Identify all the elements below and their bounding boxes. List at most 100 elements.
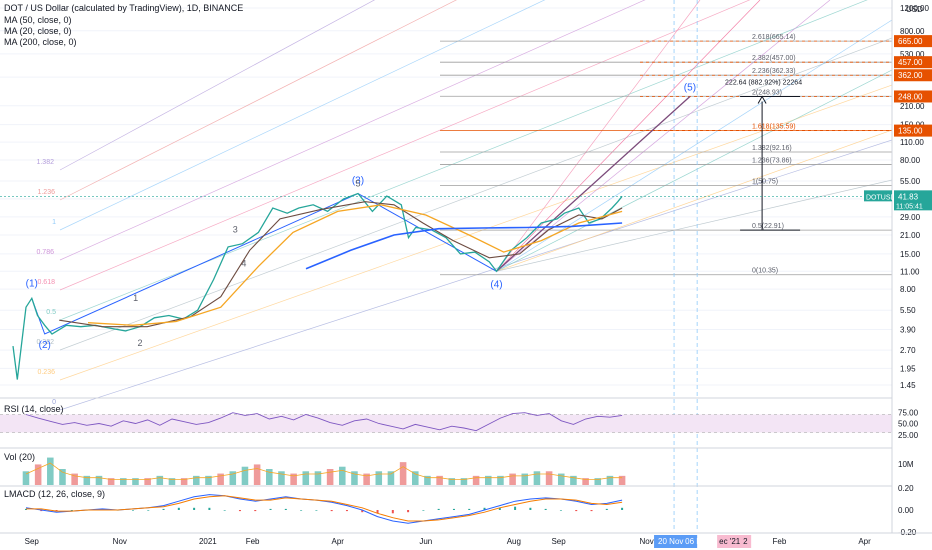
fib-channel-line	[59, 0, 751, 291]
fib-extension-label: 2.618(665.14)	[752, 34, 796, 41]
volume-bar[interactable]	[363, 473, 370, 485]
volume-bar[interactable]	[497, 475, 504, 485]
volume-bar[interactable]	[582, 478, 589, 485]
volume-bar[interactable]	[326, 469, 334, 485]
macd-histogram-bar	[514, 506, 517, 510]
macd-histogram-bar	[193, 507, 196, 510]
volume-bar[interactable]	[411, 471, 419, 485]
ma200-line[interactable]	[305, 222, 623, 270]
fib-extension-label: 1.236(73.86)	[752, 157, 792, 164]
volume-bar[interactable]	[472, 475, 480, 485]
volume-bar[interactable]	[314, 471, 322, 485]
volume-bar[interactable]	[83, 475, 91, 485]
rsi-pane-label[interactable]: RSI (14, close)	[4, 404, 64, 414]
volume-bar[interactable]	[557, 473, 565, 485]
volume-bar[interactable]	[193, 475, 200, 485]
macd-histogram-bar	[361, 510, 364, 513]
wave-label: (2)	[39, 340, 51, 351]
volume-bar[interactable]	[448, 478, 456, 485]
volume-bar[interactable]	[132, 478, 139, 485]
volume-bar[interactable]	[375, 471, 383, 485]
fib-extension-label: 1.618(135.59)	[752, 123, 796, 130]
wave-label: (4)	[490, 279, 502, 290]
volume-bar[interactable]	[399, 462, 407, 485]
volume-bar[interactable]	[618, 475, 626, 485]
macd-histogram-bar	[208, 507, 211, 510]
fib-channel-label: 0.236	[37, 369, 55, 376]
time-axis-tick: Feb	[246, 537, 260, 546]
volume-bar[interactable]	[387, 471, 395, 485]
volume-bar[interactable]	[95, 475, 103, 485]
volume-bar[interactable]	[460, 478, 468, 485]
volume-bar[interactable]	[120, 478, 127, 485]
macd-signal-line[interactable]	[26, 495, 623, 522]
legend-ma200[interactable]: MA (200, close, 0)	[4, 37, 77, 47]
volume-bar[interactable]	[168, 478, 176, 485]
date-range-start-tag: 20 Nov	[658, 537, 683, 546]
macd-histogram-bar	[40, 510, 43, 512]
legend-title[interactable]: DOT / US Dollar (calculated by TradingVi…	[4, 3, 244, 13]
volume-bar[interactable]	[217, 473, 224, 485]
wave5-projection-line	[496, 95, 691, 272]
legend-ma20[interactable]: MA (20, close, 0)	[4, 26, 72, 36]
volume-bar[interactable]	[533, 471, 541, 485]
volume-bar[interactable]	[436, 475, 443, 485]
volume-bar[interactable]	[71, 473, 78, 485]
vol-axis-tick: 10M	[898, 460, 914, 469]
volume-bar[interactable]	[107, 478, 115, 485]
ma50-line[interactable]	[87, 204, 623, 326]
volume-bar[interactable]	[205, 475, 212, 485]
time-axis[interactable]: Sep Nov 2021 Feb Apr Jun Aug Sep Nov Feb Apr 20 Nov…	[0, 532, 932, 548]
volume-bar[interactable]	[302, 471, 310, 485]
price-axis-tick: 21.00	[900, 231, 921, 240]
macd-histogram-bar	[55, 510, 58, 512]
price-line[interactable]	[12, 192, 623, 380]
price-series[interactable]	[12, 192, 623, 380]
fib-extension-label: 2.382(457.00)	[752, 55, 796, 62]
volume-bar[interactable]	[241, 466, 249, 485]
volume-bar[interactable]	[570, 475, 577, 485]
volume-bar[interactable]	[229, 471, 237, 485]
macd-histogram-bar	[131, 510, 134, 511]
fib-channel-line	[59, 0, 457, 201]
volume-bar[interactable]	[351, 471, 358, 485]
volume-bar[interactable]	[156, 475, 164, 485]
symbol-tag	[864, 190, 892, 202]
wave-label: (1)	[26, 278, 38, 289]
vol-pane-label[interactable]: Vol (20)	[4, 452, 36, 462]
lmacd-pane-label[interactable]: LMACD (12, 26, close, 9)	[4, 489, 106, 499]
volume-bar[interactable]	[594, 478, 602, 485]
volume-bar[interactable]	[484, 475, 492, 485]
price-axis-tick: 15.00	[900, 250, 921, 259]
fib-fan-ray	[496, 69, 893, 272]
date-range-highlight	[654, 535, 698, 548]
symbol-tag-label: DOTUSD	[866, 194, 896, 201]
volume-bar[interactable]	[509, 473, 516, 485]
volume-bar[interactable]	[606, 475, 614, 485]
volume-bar[interactable]	[47, 457, 54, 485]
fib-channel-label: 1.382	[36, 159, 54, 166]
volume-bar[interactable]	[521, 473, 529, 485]
price-axis-tick: 5.50	[900, 306, 916, 315]
volume-bar[interactable]	[266, 469, 273, 485]
volume-bar[interactable]	[290, 473, 297, 485]
volume-bar[interactable]	[339, 466, 346, 485]
date-range-pink-tag	[717, 535, 752, 548]
fib-fan-ray	[496, 179, 893, 272]
volume-bar[interactable]	[253, 464, 261, 485]
volume-bar[interactable]	[34, 464, 42, 485]
volume-bar[interactable]	[545, 471, 553, 485]
legend-ma50[interactable]: MA (50, close, 0)	[4, 15, 72, 25]
volume-bar[interactable]	[22, 471, 30, 485]
last-price-value: 41.83	[898, 192, 919, 201]
volume-bar[interactable]	[278, 471, 285, 485]
indicator-panes[interactable]	[0, 397, 892, 524]
sub-wave-label: 2	[137, 338, 142, 348]
fib-extension-label: 1(50.75)	[752, 178, 778, 185]
volume-bar[interactable]	[424, 475, 431, 485]
volume-bar[interactable]	[144, 478, 151, 485]
rsi-line[interactable]	[25, 412, 623, 432]
volume-bar[interactable]	[59, 469, 66, 485]
volume-bar[interactable]	[180, 478, 188, 485]
